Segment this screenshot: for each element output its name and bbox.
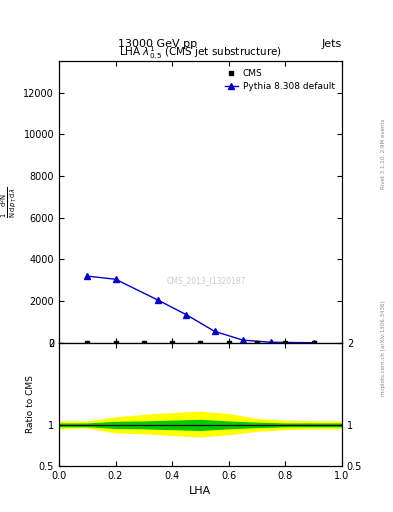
CMS (170, 339, 174, 346)
Pythia 8.308 default (85, 273, 90, 279)
Y-axis label: Ratio to CMS: Ratio to CMS (26, 375, 35, 433)
Text: CMS_2013_I1320187: CMS_2013_I1320187 (166, 276, 246, 285)
X-axis label: LHA: LHA (189, 486, 211, 496)
CMS (141, 339, 146, 346)
CMS (226, 339, 231, 346)
Text: mcplots.cern.ch [arXiv:1306.3436]: mcplots.cern.ch [arXiv:1306.3436] (381, 301, 386, 396)
Pythia 8.308 default (184, 312, 189, 318)
Legend: CMS, Pythia 8.308 default: CMS, Pythia 8.308 default (222, 66, 338, 94)
Pythia 8.308 default (212, 328, 217, 334)
CMS (283, 339, 288, 346)
CMS (311, 339, 316, 346)
CMS (113, 339, 118, 346)
CMS (255, 339, 259, 346)
Pythia 8.308 default (156, 297, 160, 303)
Text: Rivet 3.1.10, 2.9M events: Rivet 3.1.10, 2.9M events (381, 118, 386, 189)
Y-axis label: $\frac{1}{\mathrm{N}} \frac{\mathrm{d}^2\mathrm{N}}{\mathrm{d}\,p_T\,\mathrm{d}\: $\frac{1}{\mathrm{N}} \frac{\mathrm{d}^2… (0, 186, 19, 218)
Pythia 8.308 default (113, 276, 118, 282)
Pythia 8.308 default (311, 339, 316, 346)
Title: LHA $\lambda^{1}_{0.5}$ (CMS jet substructure): LHA $\lambda^{1}_{0.5}$ (CMS jet substru… (119, 45, 282, 61)
Pythia 8.308 default (269, 339, 274, 346)
Line: CMS: CMS (85, 340, 316, 345)
Line: Pythia 8.308 default: Pythia 8.308 default (84, 273, 317, 346)
Pythia 8.308 default (241, 337, 245, 343)
Text: Jets: Jets (321, 38, 342, 49)
Text: 13000 GeV pp: 13000 GeV pp (118, 38, 198, 49)
CMS (85, 339, 90, 346)
CMS (198, 339, 203, 346)
